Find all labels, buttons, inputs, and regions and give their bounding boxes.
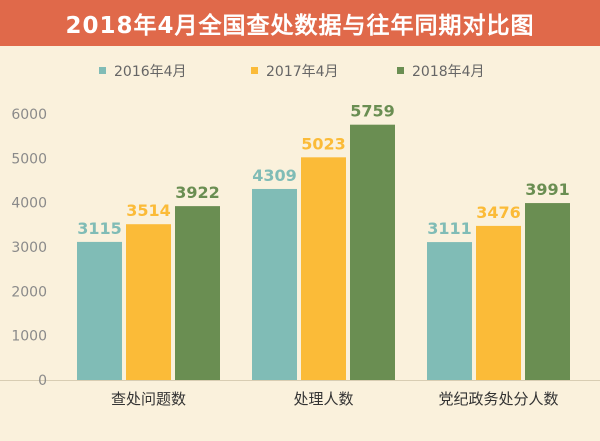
y-tick-label: 3000 <box>11 240 47 256</box>
y-tick-label: 0 <box>38 373 47 389</box>
legend-label: 2016年4月 <box>114 64 187 80</box>
bar <box>350 124 395 381</box>
legend-label: 2018年4月 <box>412 64 485 80</box>
data-label: 3476 <box>476 203 521 222</box>
y-tick-label: 6000 <box>11 107 47 123</box>
category-label: 查处问题数 <box>111 390 186 408</box>
bar <box>175 206 220 380</box>
legend-swatch <box>99 67 106 74</box>
bar <box>77 241 122 380</box>
y-tick-label: 1000 <box>11 329 47 345</box>
legend-label: 2017年4月 <box>266 64 339 80</box>
bar <box>476 225 521 380</box>
y-tick-label: 4000 <box>11 196 47 212</box>
data-label: 5023 <box>301 134 346 153</box>
category-label: 处理人数 <box>293 390 353 408</box>
data-label: 3922 <box>175 183 220 202</box>
bar <box>252 188 297 380</box>
data-label: 3991 <box>525 180 570 199</box>
y-tick-label: 2000 <box>11 284 47 300</box>
legend-item: 2016年4月 <box>99 64 187 80</box>
title-bar: 2018年4月全国查处数据与往年同期对比图 <box>0 0 600 46</box>
category-label: 党纪政务处分人数 <box>438 390 558 408</box>
legend-swatch <box>251 67 258 74</box>
bar <box>525 203 570 380</box>
data-label: 5759 <box>350 102 395 121</box>
bar <box>427 242 472 380</box>
data-label: 3115 <box>77 219 122 238</box>
y-tick-label: 5000 <box>11 151 47 167</box>
data-label: 3514 <box>126 201 171 220</box>
legend-item: 2018年4月 <box>397 64 485 80</box>
legend-item: 2017年4月 <box>251 64 339 80</box>
chart-title: 2018年4月全国查处数据与往年同期对比图 <box>65 13 535 39</box>
bar <box>126 224 171 380</box>
data-label: 3111 <box>427 219 472 238</box>
data-label: 4309 <box>252 166 297 185</box>
legend-swatch <box>397 67 404 74</box>
bar <box>301 157 346 380</box>
